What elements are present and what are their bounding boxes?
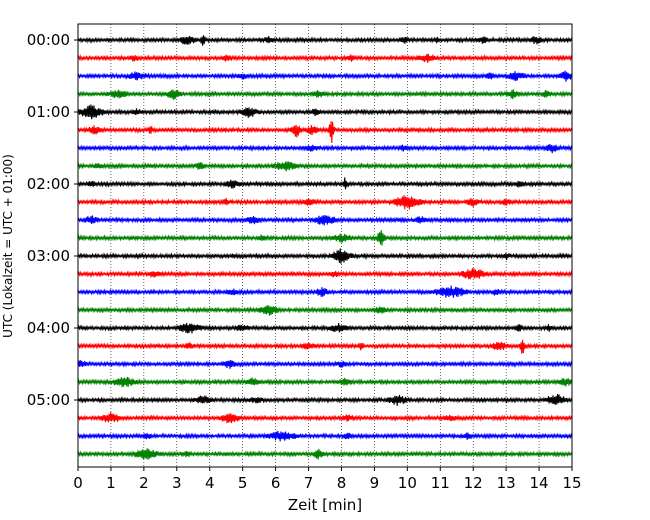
trace-0430 — [77, 359, 573, 369]
x-tick-label-8: 8 — [337, 474, 347, 492]
trace-0330 — [77, 285, 573, 298]
trace-0300 — [77, 248, 573, 264]
trace-0145 — [77, 161, 573, 172]
x-tick-label-2: 2 — [139, 474, 149, 492]
trace-0015 — [77, 53, 573, 63]
seismic-traces — [77, 35, 573, 460]
trace-0000 — [77, 35, 573, 46]
x-tick-label-10: 10 — [398, 474, 417, 492]
trace-0130 — [77, 144, 573, 154]
y-tick-label-5: 05:00 — [27, 391, 70, 409]
trace-0200 — [77, 177, 573, 190]
trace-0415 — [77, 339, 573, 354]
y-tick-label-3: 03:00 — [27, 247, 70, 265]
x-tick-label-14: 14 — [530, 474, 549, 492]
trace-0315 — [77, 268, 573, 280]
x-tick-label-12: 12 — [464, 474, 483, 492]
trace-0515 — [77, 412, 573, 424]
x-tick-label-9: 9 — [370, 474, 380, 492]
x-tick-label-4: 4 — [205, 474, 215, 492]
x-tick-label-5: 5 — [238, 474, 248, 492]
x-tick-label-11: 11 — [431, 474, 450, 492]
x-axis: 0 1 2 3 4 5 6 7 8 9 10 11 12 13 14 15 — [73, 467, 582, 492]
trace-0545 — [77, 448, 573, 460]
x-tick-label-0: 0 — [73, 474, 83, 492]
x-tick-label-13: 13 — [497, 474, 516, 492]
x-axis-label: Zeit [min] — [288, 496, 362, 514]
trace-0345 — [77, 305, 573, 316]
trace-0500 — [77, 394, 573, 406]
x-tick-label-6: 6 — [271, 474, 281, 492]
trace-0045 — [77, 89, 573, 100]
x-tick-label-3: 3 — [172, 474, 182, 492]
trace-0030 — [77, 70, 573, 82]
y-tick-label-2: 02:00 — [27, 175, 70, 193]
y-tick-label-0: 00:00 — [27, 31, 70, 49]
y-axis: 00:00 01:00 02:00 03:00 04:00 05:00 — [27, 31, 78, 409]
trace-0100 — [77, 104, 573, 120]
trace-0115 — [77, 121, 573, 143]
y-axis-label: UTC (Lokalzeit = UTC + 01:00) — [1, 154, 15, 338]
trace-0445 — [77, 376, 573, 388]
trace-0215 — [77, 195, 573, 210]
plot-frame — [77, 23, 573, 468]
x-tick-label-1: 1 — [106, 474, 116, 492]
y-tick-label-4: 04:00 — [27, 319, 70, 337]
trace-0530 — [77, 430, 573, 442]
x-tick-label-7: 7 — [304, 474, 314, 492]
trace-0230 — [77, 214, 573, 226]
x-tick-label-15: 15 — [562, 474, 581, 492]
trace-0400 — [77, 322, 573, 334]
y-tick-label-1: 01:00 — [27, 103, 70, 121]
trace-0245 — [77, 230, 573, 246]
